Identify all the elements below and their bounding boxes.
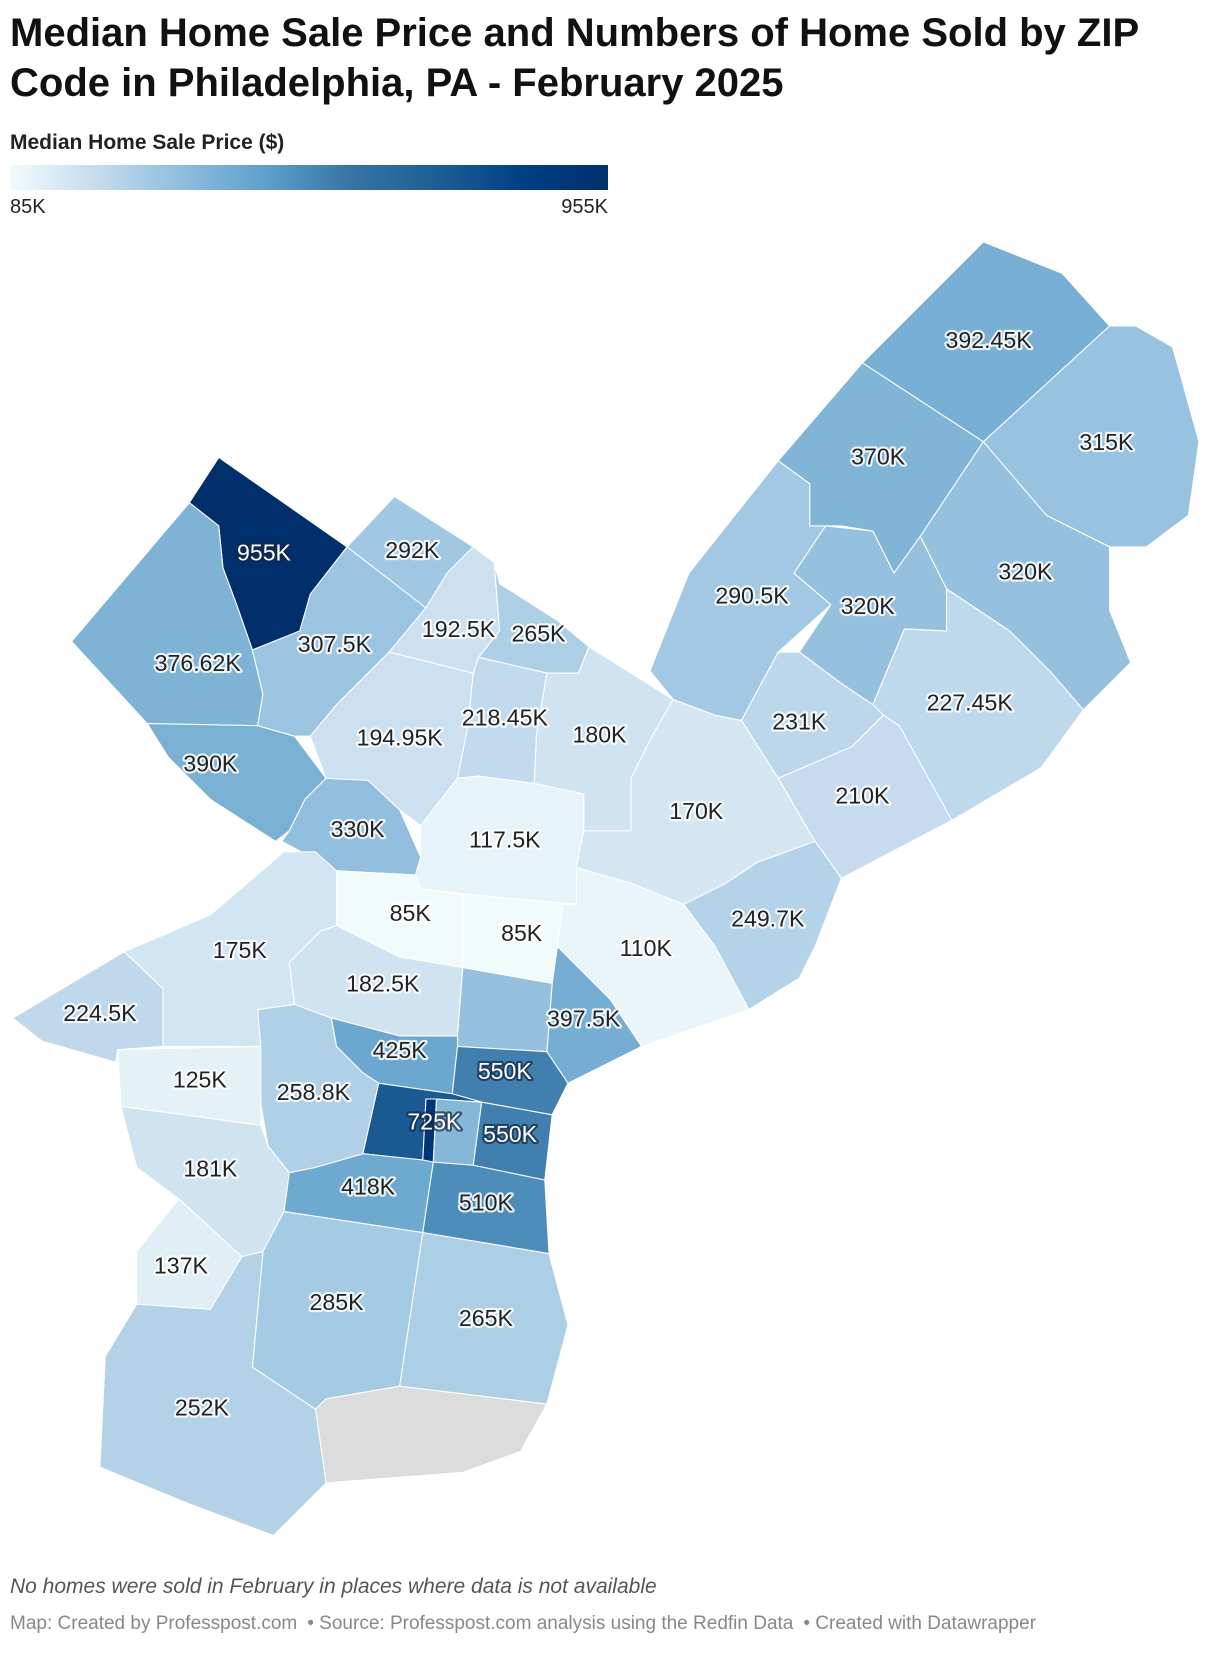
data-label: 182.5K: [346, 971, 420, 997]
data-label: 85K: [501, 920, 543, 946]
legend-gradient: [10, 165, 608, 190]
data-label: 249.7K: [731, 905, 805, 931]
data-label: 224.5K: [63, 1000, 137, 1026]
footer: Map: Created by Professpost.com • Source:…: [10, 1613, 1046, 1635]
data-label: 725K: [407, 1108, 462, 1134]
data-label: 218.45K: [462, 704, 549, 730]
zip-region: [257, 1003, 380, 1174]
data-label: 265K: [511, 620, 566, 646]
zip-region: [422, 1161, 550, 1255]
data-label: 320K: [998, 558, 1053, 584]
region-labels: 955K 376.62K 390K 307.5K 292K 330K 194.95K 192.…: [61, 325, 1136, 1423]
data-label: 397.5K: [547, 1005, 621, 1031]
data-label: 315K: [1079, 429, 1134, 455]
legend-gradient-bar: [10, 165, 608, 190]
legend-title: Median Home Sale Price ($): [10, 131, 285, 154]
data-label: 285K: [310, 1289, 365, 1315]
data-label: 231K: [772, 709, 827, 735]
data-label: 192.5K: [422, 616, 496, 642]
data-label: 137K: [154, 1252, 209, 1278]
data-label: 110K: [620, 935, 673, 961]
data-label: 418K: [341, 1174, 396, 1200]
data-label: 85K: [390, 900, 432, 926]
data-label: 292K: [385, 537, 440, 563]
data-label: 330K: [331, 816, 386, 842]
zip-region: [11, 951, 164, 1063]
data-label: 550K: [478, 1058, 533, 1084]
data-label: 125K: [173, 1066, 228, 1092]
data-label: 170K: [669, 798, 724, 824]
legend-tick-label: 85K: [10, 196, 46, 218]
data-label: 252K: [175, 1394, 230, 1420]
data-label: 320K: [841, 593, 896, 619]
regions: [11, 241, 1200, 1537]
legend-tick-label: 955K: [561, 196, 608, 218]
data-label: 550K: [483, 1121, 538, 1147]
footer-item: Map: Created by Professpost.com: [10, 1613, 298, 1634]
data-label: 955K: [237, 539, 292, 565]
footer-item: • Source: Professpost.com analysis using…: [307, 1613, 794, 1634]
data-label: 210K: [835, 782, 890, 808]
chart-title: Median Home Sale Price and Numbers of Ho…: [10, 11, 1139, 105]
data-label: 425K: [373, 1037, 428, 1063]
data-label: 175K: [213, 937, 268, 963]
data-label: 265K: [459, 1305, 514, 1331]
data-label: 376.62K: [155, 650, 242, 676]
data-label: 180K: [572, 721, 627, 747]
data-label: 392.45K: [946, 327, 1033, 353]
zip-region: [399, 1231, 569, 1405]
data-label: 510K: [459, 1189, 514, 1215]
data-label: 290.5K: [715, 582, 789, 608]
data-label: 181K: [183, 1156, 238, 1182]
data-label: 307.5K: [298, 631, 372, 657]
note: No homes were sold in February in places…: [10, 1575, 657, 1598]
data-label: 117.5K: [469, 826, 541, 852]
data-label: 227.45K: [927, 690, 1014, 716]
zip-region: [861, 241, 1111, 443]
data-label: 258.8K: [277, 1079, 351, 1105]
data-label: 194.95K: [357, 724, 444, 750]
no-data-region: [314, 1385, 548, 1484]
zip-region: [99, 1250, 327, 1537]
data-label: 370K: [851, 444, 906, 470]
footer-item: • Created with Datawrapper: [803, 1613, 1037, 1634]
data-label: 390K: [183, 751, 238, 777]
zip-region: [123, 851, 338, 1047]
